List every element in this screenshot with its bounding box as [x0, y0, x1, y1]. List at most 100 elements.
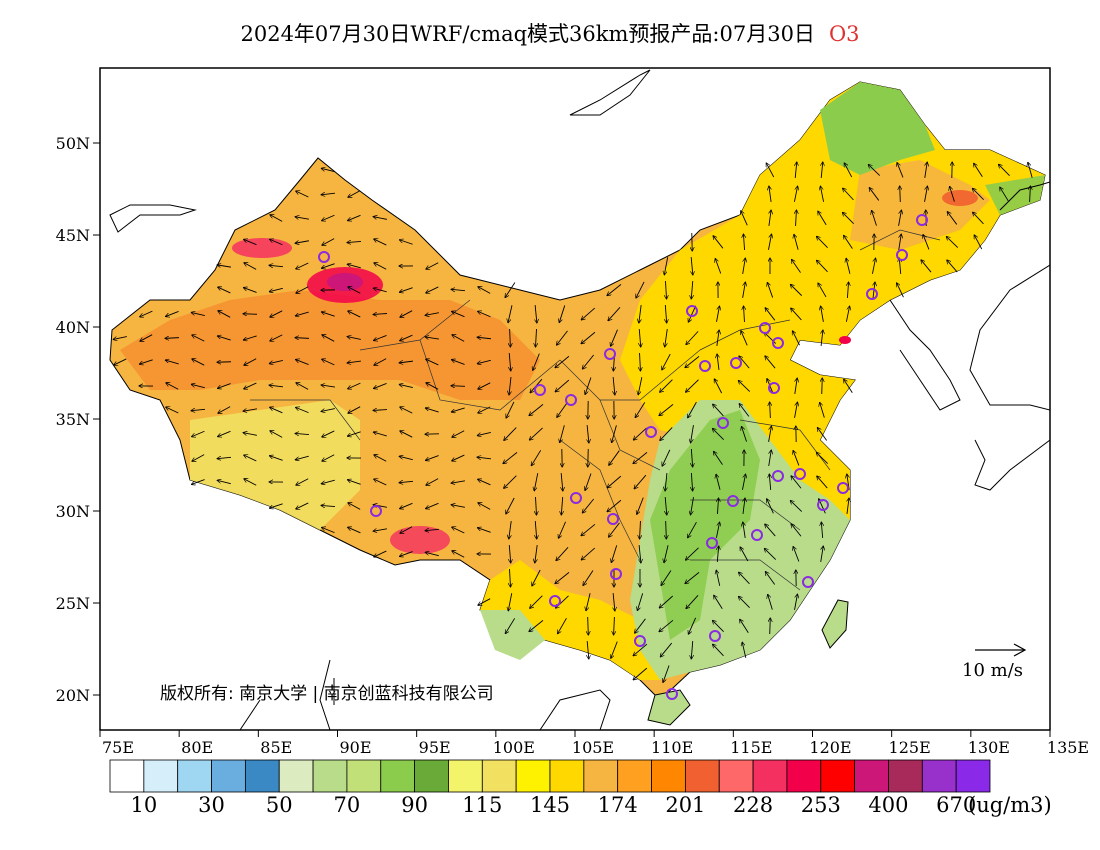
wind-arrow: [820, 402, 825, 418]
wind-arrow: [820, 546, 824, 562]
wind-arrow: [791, 476, 802, 489]
wind-arrow: [768, 426, 772, 442]
lon-tick-label: 100E: [493, 738, 535, 757]
wind-arrow: [506, 401, 515, 418]
wind-arrow: [660, 427, 673, 440]
wind-arrow: [322, 454, 335, 461]
wind-arrow: [399, 456, 413, 461]
wind-arrow: [478, 382, 491, 389]
colorbar-swatch: [955, 759, 991, 793]
wind-arrow: [555, 379, 570, 392]
wind-arrow: [244, 382, 257, 389]
colorbar-swatch: [312, 759, 348, 793]
wind-arrow: [613, 376, 615, 395]
wind-arrow: [269, 503, 283, 508]
wind-arrow: [295, 311, 309, 316]
wind-arrow: [322, 214, 335, 221]
yellow-zone-southwest: [480, 560, 660, 680]
colorbar-label: 145: [529, 793, 571, 817]
wind-arrow: [665, 473, 667, 491]
wind-arrow: [742, 474, 745, 490]
wind-arrow: [400, 310, 413, 318]
wind-arrow: [843, 188, 854, 201]
colorbar-label: 201: [665, 793, 706, 817]
colorbar-swatch: [481, 759, 517, 793]
wind-arrow: [972, 188, 984, 200]
wind-arrow: [923, 235, 930, 250]
wind-arrow: [244, 239, 257, 246]
wind-arrow: [842, 212, 854, 224]
wind-arrow: [717, 330, 719, 346]
station-marker: [570, 492, 582, 504]
colorbar-swatch: [854, 759, 889, 793]
wind-arrow: [322, 430, 335, 437]
wind-arrow: [140, 310, 153, 317]
wind-arrow: [947, 212, 958, 225]
wind-arrow: [716, 570, 721, 586]
wind-arrow: [818, 211, 827, 226]
colorbar-swatch: [888, 759, 923, 793]
wind-arrow: [1030, 186, 1031, 203]
wind-arrow: [452, 551, 465, 558]
orange-zone-ne: [850, 160, 990, 250]
wind-arrow: [399, 551, 413, 557]
colorbar-label: 30: [198, 793, 225, 817]
wind-arrow: [243, 433, 257, 436]
wind-arrow: [269, 359, 283, 363]
wind-arrow: [738, 380, 751, 392]
wind-arrow: [296, 478, 309, 485]
wind-arrow: [192, 359, 205, 366]
green-zone-northeast: [820, 82, 935, 175]
wind-arrow: [820, 186, 825, 202]
wind-arrow: [400, 431, 413, 438]
hotspot-bohai: [839, 336, 851, 344]
wind-arrow: [845, 306, 849, 322]
wind-arrow: [139, 359, 153, 364]
wind-arrow: [847, 282, 848, 299]
wind-arrow: [741, 331, 748, 346]
wind-arrow: [373, 529, 387, 531]
wind-arrow: [691, 256, 693, 275]
wind-arrow: [636, 281, 645, 298]
wind-arrow: [558, 521, 566, 539]
colorbar-swatch: [109, 759, 145, 793]
wind-arrow: [1000, 187, 1009, 202]
wind-arrow: [660, 642, 673, 657]
wind-arrow: [192, 335, 205, 342]
wind-arrow: [322, 359, 335, 366]
wind-arrow: [691, 472, 692, 491]
wind-arrow: [974, 163, 983, 177]
wind-arrow: [585, 473, 592, 491]
colorbar-swatch: [786, 759, 822, 793]
wind-arrow: [633, 643, 648, 656]
station-marker: [717, 417, 729, 429]
wind-arrow: [610, 329, 618, 347]
wind-arrow: [790, 500, 803, 512]
wind-arrow: [113, 336, 127, 340]
wind-arrow: [950, 186, 955, 202]
colorbar-swatch: [549, 759, 585, 793]
wind-arrow: [477, 337, 492, 339]
station-marker: [916, 214, 928, 226]
wind-arrow: [508, 593, 513, 611]
wind-arrow: [744, 306, 745, 323]
korea-coast: [889, 299, 961, 411]
wind-arrow: [821, 330, 823, 346]
wind-arrow: [477, 528, 491, 533]
wind-arrow: [715, 522, 719, 538]
wind-arrow: [712, 620, 724, 633]
wind-arrow: [321, 479, 335, 484]
wind-arrow: [847, 498, 849, 514]
lon-tick-label: 115E: [730, 738, 772, 757]
wind-arrow: [347, 337, 361, 340]
wind-arrow: [609, 522, 620, 537]
wind-arrow: [535, 304, 537, 323]
wind-arrow: [633, 427, 647, 440]
wind-arrow: [347, 431, 361, 436]
wind-arrow: [348, 382, 361, 389]
yellow-zone-west: [190, 400, 360, 530]
wind-arrow: [659, 595, 674, 608]
hotspot-junggar: [232, 238, 292, 258]
wind-arrow: [716, 306, 720, 322]
wind-arrow: [399, 240, 413, 245]
